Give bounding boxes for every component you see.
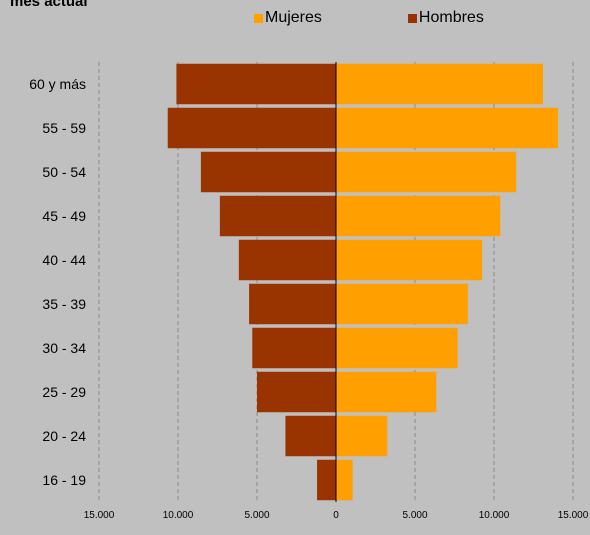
bar-mujeres <box>336 327 458 369</box>
chart-title: mes actual <box>10 0 88 10</box>
bar-hombres <box>238 239 336 281</box>
bar-hombres <box>285 415 336 457</box>
x-tick-label: 5.000 <box>402 510 427 521</box>
bar-hombres <box>219 195 336 237</box>
bar-hombres <box>257 371 336 413</box>
category-label: 35 - 39 <box>42 296 86 312</box>
bar-mujeres <box>336 415 388 457</box>
category-label: 45 - 49 <box>42 208 86 224</box>
category-label: 20 - 24 <box>42 428 86 444</box>
legend-item-mujeres: Mujeres <box>254 9 322 27</box>
bar-mujeres <box>336 371 437 413</box>
bar-mujeres <box>336 107 558 149</box>
legend: Mujeres Hombres <box>254 9 484 27</box>
x-tick-label: 15.000 <box>558 510 589 521</box>
bar-mujeres <box>336 459 353 501</box>
x-tick-label: 0 <box>333 510 339 521</box>
legend-label-mujeres: Mujeres <box>265 9 322 26</box>
category-label: 30 - 34 <box>42 340 86 356</box>
bar-mujeres <box>336 63 543 105</box>
bar-mujeres <box>336 239 483 281</box>
category-label: 55 - 59 <box>42 120 86 136</box>
x-tick-label: 15.000 <box>84 510 115 521</box>
category-label: 60 y más <box>29 76 86 92</box>
category-label: 50 - 54 <box>42 164 86 180</box>
bar-mujeres <box>336 151 517 193</box>
bar-hombres <box>252 327 336 369</box>
x-tick-label: 10.000 <box>163 510 194 521</box>
category-label: 40 - 44 <box>42 252 86 268</box>
bar-mujeres <box>336 195 501 237</box>
legend-swatch-mujeres <box>254 13 263 23</box>
x-tick-label: 10.000 <box>479 510 510 521</box>
legend-label-hombres: Hombres <box>418 9 484 26</box>
bar-hombres <box>317 459 336 501</box>
legend-item-hombres: Hombres <box>407 9 484 27</box>
category-label: 16 - 19 <box>42 472 86 488</box>
category-label: 25 - 29 <box>42 384 86 400</box>
bar-hombres <box>249 283 336 325</box>
bar-hombres <box>176 63 336 105</box>
legend-swatch-hombres <box>407 13 417 23</box>
bar-hombres <box>167 107 336 149</box>
x-tick-label: 5.000 <box>244 510 269 521</box>
bar-mujeres <box>336 283 468 325</box>
bar-hombres <box>200 151 336 193</box>
